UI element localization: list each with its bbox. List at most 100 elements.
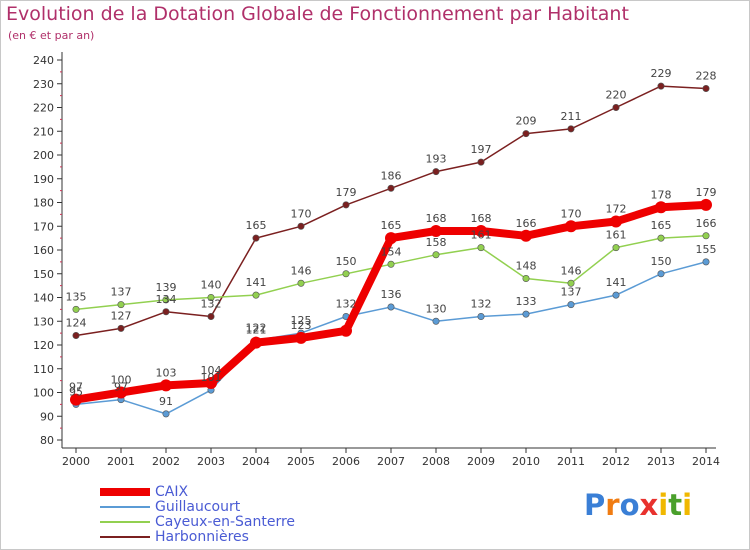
legend-item: Cayeux-en-Santerre: [100, 514, 400, 530]
data-point: [700, 198, 712, 211]
data-point: [115, 386, 127, 399]
x-tick-label: 2013: [647, 455, 675, 468]
data-point: [387, 303, 395, 311]
data-point: [522, 130, 530, 138]
chart-series: [70, 82, 712, 418]
value-label: 170: [561, 207, 582, 220]
logo-letter: r: [605, 488, 620, 522]
value-label: 97: [69, 381, 83, 394]
value-label: 136: [381, 288, 402, 301]
data-point: [612, 244, 620, 252]
y-tick-label: 160: [33, 244, 54, 257]
legend-item: Harbonnières: [100, 529, 400, 545]
value-label: 134: [156, 293, 177, 306]
legend-label: CAIX: [155, 484, 189, 500]
value-label: 124: [66, 317, 87, 330]
data-point: [655, 201, 667, 214]
value-label: 166: [696, 217, 717, 230]
value-label: 130: [426, 302, 447, 315]
value-label: 166: [516, 217, 537, 230]
data-point: [162, 308, 170, 316]
x-tick-label: 2002: [152, 455, 180, 468]
data-point: [432, 168, 440, 176]
data-point: [702, 258, 710, 266]
x-tick-label: 2004: [242, 455, 270, 468]
data-point: [477, 312, 485, 320]
value-label: 172: [606, 203, 627, 216]
data-point: [612, 104, 620, 112]
legend-swatch: [100, 488, 150, 496]
series-harbonni-res: [72, 82, 710, 339]
data-point: [297, 222, 305, 230]
value-label: 146: [291, 264, 312, 277]
x-tick-label: 2011: [557, 455, 585, 468]
chart-ticks: 8090100110120130140150160170180190200210…: [33, 54, 720, 468]
data-point: [612, 291, 620, 299]
value-label: 168: [426, 212, 447, 225]
legend-swatch: [100, 536, 150, 538]
value-label: 146: [561, 264, 582, 277]
y-tick-label: 170: [33, 220, 54, 233]
data-point: [657, 234, 665, 242]
data-point: [567, 301, 575, 309]
data-point: [162, 410, 170, 418]
value-label: 220: [606, 89, 627, 102]
data-point: [432, 251, 440, 259]
data-point: [205, 377, 217, 389]
logo-letter: i: [682, 488, 693, 522]
data-point: [565, 220, 577, 233]
data-point: [342, 201, 350, 209]
value-label: 91: [159, 395, 173, 408]
y-tick-label: 120: [33, 339, 54, 352]
y-tick-label: 190: [33, 173, 54, 186]
value-label: 137: [111, 286, 132, 299]
data-point: [657, 82, 665, 90]
value-label: 178: [651, 188, 672, 201]
value-label: 133: [516, 295, 537, 308]
value-label: 161: [606, 229, 627, 242]
proxiti-logo: Proxiti: [584, 488, 692, 522]
series-caix: [70, 198, 712, 406]
data-point: [207, 293, 215, 301]
data-point: [522, 274, 530, 282]
x-tick-label: 2009: [467, 455, 495, 468]
value-label: 127: [111, 309, 132, 322]
value-label: 123: [291, 319, 312, 332]
data-point: [160, 379, 172, 392]
chart-title: Evolution de la Dotation Globale de Fonc…: [6, 3, 629, 25]
value-label: 193: [426, 153, 447, 166]
value-label: 165: [651, 219, 672, 232]
data-point: [295, 331, 307, 344]
value-label: 148: [516, 260, 537, 273]
value-label: 165: [381, 219, 402, 232]
y-tick-label: 80: [40, 434, 54, 447]
data-point: [475, 225, 487, 237]
value-label: 228: [696, 70, 717, 83]
value-label: 161: [471, 229, 492, 242]
series-cayeux-en-santerre: [72, 232, 710, 313]
x-tick-label: 2001: [107, 455, 135, 468]
data-point: [340, 324, 352, 337]
y-tick-label: 220: [33, 102, 54, 115]
data-point: [477, 158, 485, 166]
y-tick-label: 180: [33, 197, 54, 210]
y-tick-label: 150: [33, 268, 54, 281]
data-point: [385, 232, 397, 245]
x-tick-label: 2000: [62, 455, 90, 468]
value-label: 104: [201, 364, 222, 377]
x-tick-label: 2005: [287, 455, 315, 468]
value-label: 211: [561, 110, 582, 123]
value-label: 135: [66, 290, 87, 303]
value-label: 165: [246, 219, 267, 232]
value-label: 141: [606, 276, 627, 289]
data-point: [432, 317, 440, 325]
data-point: [72, 305, 80, 313]
chart-subtitle: (en € et par an): [8, 29, 95, 42]
value-label: 132: [336, 298, 357, 311]
value-label: 197: [471, 143, 492, 156]
logo-letter: x: [639, 488, 659, 522]
value-label: 122: [246, 321, 267, 334]
data-point: [567, 279, 575, 287]
y-tick-label: 140: [33, 292, 54, 305]
